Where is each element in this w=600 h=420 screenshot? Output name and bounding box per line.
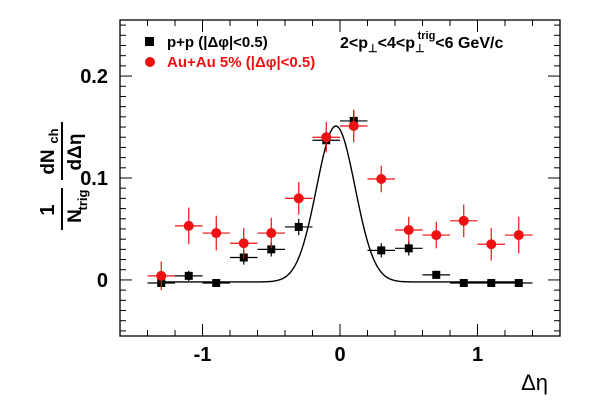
circle-marker — [266, 228, 277, 239]
data-point — [395, 241, 423, 256]
data-point — [505, 278, 533, 287]
circle-marker — [458, 215, 469, 226]
svg-text:1: 1 — [37, 204, 59, 215]
circle-marker — [348, 121, 359, 132]
data-point — [340, 109, 368, 143]
circle-marker — [376, 174, 387, 185]
data-point — [450, 278, 478, 287]
circle-marker — [211, 228, 222, 239]
x-tick-label: 0 — [334, 344, 345, 366]
data-point — [477, 227, 505, 261]
x-tick-label: -1 — [194, 344, 212, 366]
y-axis-label: 1 N trig dN ch dΔη — [37, 122, 90, 230]
square-marker — [404, 244, 413, 253]
square-marker — [184, 271, 193, 280]
data-point — [175, 270, 203, 281]
circle-marker — [183, 220, 194, 231]
data-point — [367, 243, 395, 258]
x-axis-label: Δη — [521, 370, 548, 395]
data-point — [202, 278, 230, 287]
circle-marker — [403, 224, 414, 235]
legend-marker-auau — [145, 57, 155, 67]
square-marker — [377, 246, 386, 255]
square-marker — [212, 278, 221, 287]
x-tick-labels: -1 0 1 — [194, 344, 483, 366]
svg-text:dN: dN — [38, 149, 59, 174]
svg-text:dΔη: dΔη — [65, 134, 86, 171]
data-point — [285, 218, 313, 236]
axis-ticks — [119, 20, 561, 336]
circle-marker — [486, 239, 497, 250]
momentum-annotation: 2<p⊥<4<p⊥trig<6 GeV/c — [340, 30, 503, 55]
square-marker — [267, 245, 276, 254]
data-point — [395, 216, 423, 244]
y-tick-label: 0.1 — [80, 168, 108, 190]
svg-text:ch: ch — [46, 128, 61, 143]
circle-marker — [513, 230, 524, 241]
data-point — [230, 227, 258, 259]
series-auau — [147, 109, 533, 291]
data-point — [367, 165, 395, 193]
square-marker — [294, 222, 303, 231]
data-point — [285, 182, 313, 215]
legend-label-auau: Au+Au 5% (|Δφ|<0.5) — [167, 54, 315, 71]
circle-marker — [321, 132, 332, 143]
legend-label-pp: p+p (|Δφ|<0.5) — [167, 34, 268, 51]
data-point — [312, 121, 340, 153]
circle-marker — [156, 270, 167, 281]
square-marker — [432, 270, 441, 279]
y-tick-label: 0.2 — [80, 66, 108, 88]
data-point — [477, 278, 505, 287]
x-tick-label: 1 — [472, 344, 483, 366]
y-tick-label: 0 — [97, 270, 108, 292]
data-point — [422, 270, 450, 279]
svg-text:N: N — [65, 209, 86, 223]
fit-curve — [161, 125, 519, 283]
y-tick-labels: 0 0.1 0.2 — [80, 66, 108, 292]
data-point — [202, 215, 230, 251]
data-point — [147, 261, 175, 291]
data-point — [257, 217, 285, 249]
square-marker — [514, 278, 523, 287]
data-point — [450, 204, 478, 238]
circle-marker — [238, 238, 249, 249]
svg-text:trig: trig — [75, 189, 90, 210]
data-point — [175, 207, 203, 245]
data-point — [422, 221, 450, 249]
gaussian-fit-line — [161, 125, 519, 283]
square-marker — [487, 278, 496, 287]
legend-marker-pp — [145, 37, 154, 46]
circle-marker — [431, 230, 442, 241]
data-point — [505, 216, 533, 254]
legend: p+p (|Δφ|<0.5) Au+Au 5% (|Δφ|<0.5) — [145, 34, 315, 71]
square-marker — [459, 278, 468, 287]
circle-marker — [293, 193, 304, 204]
